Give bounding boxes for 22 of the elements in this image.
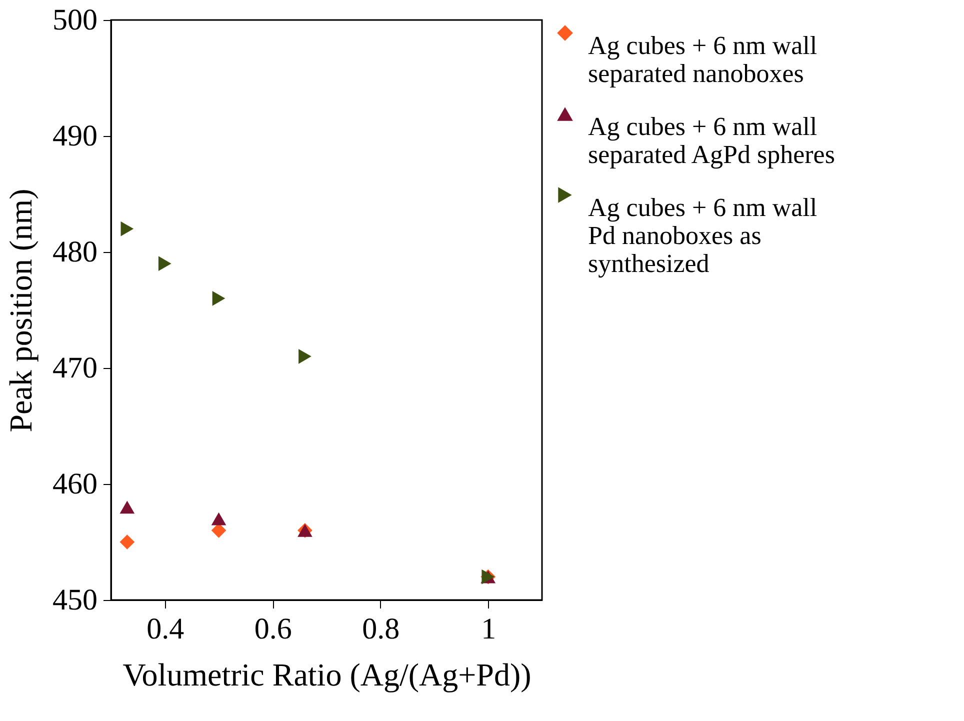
point — [212, 290, 226, 306]
y-tick-label: 500 — [52, 4, 98, 36]
y-axis-title: Peak position (nm) — [2, 188, 38, 432]
point — [298, 348, 312, 364]
point — [120, 500, 135, 514]
legend-label: Ag cubes + 6 nm wall separated AgPd spheres — [588, 112, 835, 169]
x-tick-label: 0.4 — [146, 612, 184, 646]
point — [211, 512, 226, 526]
y-tick-label: 470 — [52, 352, 98, 384]
y-tick-label: 490 — [52, 120, 98, 152]
x-tick-label: 0.8 — [362, 612, 400, 646]
point — [120, 221, 134, 236]
point — [120, 534, 135, 550]
legend-label: Ag cubes + 6 nm wall Pd nanoboxes as synthesized — [588, 193, 818, 278]
x-axis-title: Volumetric Ratio (Ag/(Ag+Pd)) — [122, 656, 532, 692]
y-tick-label: 460 — [52, 468, 98, 500]
x-tick-label: 1 — [481, 612, 496, 646]
legend-label: Ag cubes + 6 nm wall separated nanoboxes — [588, 31, 818, 88]
y-tick-label: 450 — [52, 584, 98, 616]
y-tick-label: 480 — [52, 236, 98, 268]
x-tick-label: 0.6 — [254, 612, 292, 646]
point — [158, 256, 172, 272]
